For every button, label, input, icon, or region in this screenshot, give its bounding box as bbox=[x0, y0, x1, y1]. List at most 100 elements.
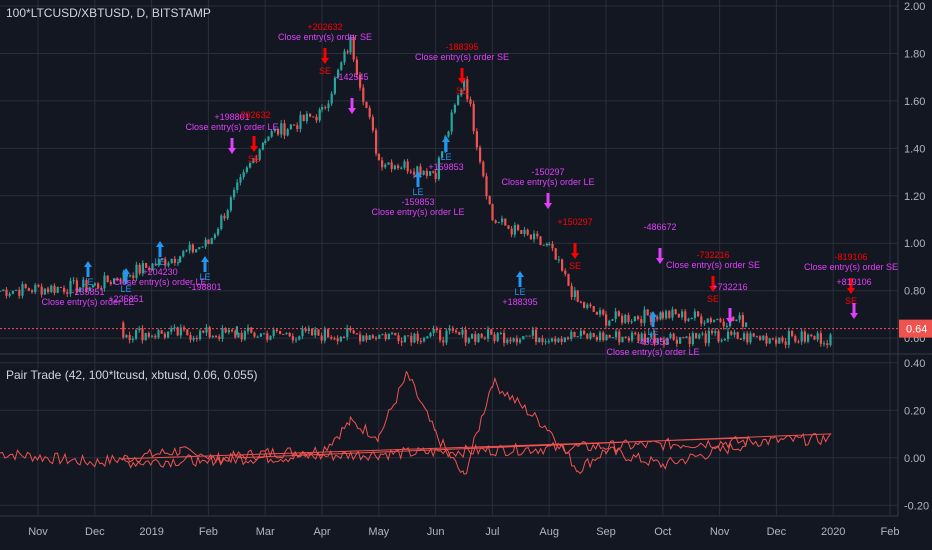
candle-body bbox=[479, 147, 482, 162]
order-label: Close entry(s) order LE bbox=[501, 177, 594, 187]
candle-body bbox=[191, 244, 194, 253]
candle-body bbox=[189, 335, 192, 340]
candle-body bbox=[711, 330, 714, 334]
close-marker bbox=[350, 98, 354, 108]
candle-body bbox=[661, 312, 664, 319]
candle-body bbox=[457, 95, 460, 105]
candle-body bbox=[544, 341, 547, 343]
order-label: Close entry(s) order LE bbox=[606, 347, 699, 357]
candle-body bbox=[195, 249, 198, 253]
candle-body bbox=[264, 140, 267, 144]
candle-body bbox=[602, 310, 605, 315]
candle-body bbox=[50, 285, 53, 293]
candle-body bbox=[384, 164, 387, 168]
candle-body bbox=[293, 124, 296, 126]
close-marker bbox=[230, 138, 234, 148]
candle-body bbox=[528, 335, 531, 337]
price-tick-label: 1.60 bbox=[904, 96, 925, 108]
candle-body bbox=[650, 333, 653, 338]
candle-body bbox=[819, 333, 822, 344]
candle-body bbox=[154, 263, 157, 266]
price-axis[interactable]: 2.001.801.601.401.201.000.800.60 bbox=[904, 1, 925, 345]
candle-body bbox=[467, 338, 470, 343]
candle-body bbox=[557, 338, 560, 342]
candle-body bbox=[547, 341, 550, 343]
candle-body bbox=[643, 309, 646, 324]
candle-body bbox=[173, 258, 176, 263]
candle-body bbox=[490, 329, 493, 335]
last-price-label: 0.64 bbox=[0, 319, 932, 338]
short-entry-marker-arrow bbox=[709, 286, 717, 292]
candle-body bbox=[725, 326, 728, 328]
candle-body bbox=[170, 258, 173, 264]
candle-body bbox=[752, 333, 755, 337]
candle-body bbox=[693, 311, 696, 318]
candle-body bbox=[745, 322, 748, 327]
candle-body bbox=[493, 334, 496, 341]
candle-body bbox=[167, 263, 170, 266]
candle-body bbox=[483, 337, 486, 339]
candle-body bbox=[519, 339, 522, 343]
order-label: Close entry(s) order SE bbox=[666, 260, 760, 270]
candle-body bbox=[299, 114, 302, 129]
candle-body bbox=[517, 225, 520, 231]
candle-body bbox=[8, 293, 11, 296]
indicator-tick-label: -0.20 bbox=[904, 500, 929, 512]
candle-body bbox=[630, 321, 633, 323]
candle-body bbox=[157, 259, 160, 266]
candle-body bbox=[535, 329, 538, 342]
candle-body bbox=[93, 283, 96, 286]
candle-body bbox=[318, 109, 321, 121]
marker-value: +202632 bbox=[307, 22, 342, 32]
candle-body bbox=[445, 330, 448, 343]
candle-body bbox=[759, 336, 762, 340]
candle-body bbox=[82, 280, 85, 288]
candle-body bbox=[441, 151, 444, 158]
candle-body bbox=[291, 336, 294, 341]
candle-body bbox=[541, 338, 544, 343]
candle-body bbox=[132, 275, 135, 279]
price-tick-label: 1.80 bbox=[904, 48, 925, 60]
candle-body bbox=[116, 278, 119, 281]
candle-body bbox=[249, 163, 252, 168]
marker-value: -142545 bbox=[335, 72, 368, 82]
time-axis[interactable]: Nov Dec 2019 Feb Mar Apr May Jun Jul Aug Sep Oct Nov… bbox=[28, 526, 899, 538]
indicator-axis[interactable]: 0.40 0.20 0.00 -0.20 bbox=[904, 358, 929, 513]
candle-body bbox=[327, 329, 330, 337]
short-entry-marker bbox=[460, 68, 464, 78]
candle-body bbox=[333, 338, 336, 340]
candle-body bbox=[480, 333, 483, 338]
candle-body bbox=[85, 280, 88, 291]
candle-body bbox=[513, 225, 516, 235]
candle-body bbox=[267, 136, 270, 141]
long-entry-marker bbox=[203, 262, 207, 272]
candle-body bbox=[466, 79, 469, 100]
candle-body bbox=[432, 171, 435, 173]
candle-body bbox=[723, 339, 726, 341]
candle-body bbox=[236, 182, 239, 191]
candle-body bbox=[666, 337, 669, 345]
candle-body bbox=[765, 335, 768, 344]
candle-body bbox=[656, 338, 659, 344]
candle-body bbox=[337, 69, 340, 78]
short-entry-marker bbox=[711, 276, 715, 286]
candle-body bbox=[182, 251, 185, 257]
candle-body bbox=[561, 259, 564, 271]
candle-body bbox=[595, 337, 598, 341]
candle-body bbox=[677, 314, 680, 318]
candle-body bbox=[242, 171, 245, 178]
short-entry-marker-arrow bbox=[458, 78, 466, 84]
candle-body bbox=[24, 284, 27, 289]
candle-body bbox=[447, 131, 450, 137]
candle-body bbox=[141, 328, 144, 341]
candle-body bbox=[179, 256, 182, 263]
candle-body bbox=[570, 331, 573, 340]
long-entry-marker-arrow bbox=[442, 136, 450, 142]
candle-body bbox=[703, 322, 706, 324]
marker-value: +732216 bbox=[712, 282, 747, 292]
time-tick-label: Sep bbox=[596, 526, 616, 538]
candle-body bbox=[397, 165, 400, 169]
candle-body bbox=[223, 215, 226, 219]
candle-body bbox=[739, 338, 742, 340]
marker-tag: LE bbox=[647, 327, 658, 337]
